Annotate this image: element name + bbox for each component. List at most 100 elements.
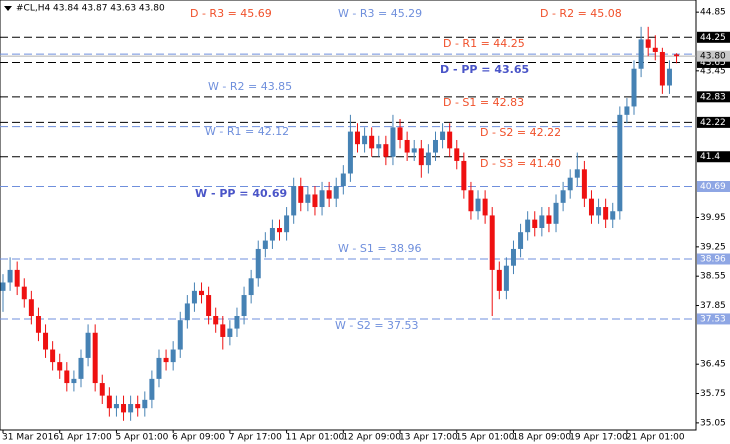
candle-body xyxy=(355,131,360,145)
level-label: D - R1 = 44.25 xyxy=(443,37,525,50)
level-tag-label: 43.65 xyxy=(700,58,726,68)
candle-body xyxy=(532,219,538,228)
chart-title: #CL,H4 43.84 43.87 43.63 43.80 xyxy=(16,4,165,14)
candle-body xyxy=(674,54,680,57)
candle-body xyxy=(199,290,205,296)
candle-body xyxy=(149,378,155,400)
candle-body xyxy=(588,198,594,216)
candle-body xyxy=(482,198,488,216)
candle-body xyxy=(92,332,98,384)
candle-body xyxy=(447,131,453,149)
candle-body xyxy=(454,148,460,161)
candle-body xyxy=(78,357,84,379)
level-label: D - S1 = 42.83 xyxy=(443,96,524,109)
candle-body xyxy=(411,148,417,153)
x-tick-label: 5 Apr 01:00 xyxy=(115,433,168,443)
level-tag-label: 37.53 xyxy=(700,314,726,324)
candle-body xyxy=(362,135,368,145)
candle-body xyxy=(397,127,403,140)
level-label: D - R3 = 45.69 xyxy=(190,7,272,20)
candle-body xyxy=(213,316,219,325)
candle-body xyxy=(184,303,190,321)
candle-body xyxy=(539,215,545,228)
candle-body xyxy=(376,144,382,149)
candle-body xyxy=(128,404,134,413)
y-tick-label: 43.45 xyxy=(700,66,726,76)
level-tag xyxy=(697,151,730,163)
candle-body xyxy=(432,139,438,153)
candle-body xyxy=(99,383,105,396)
candle-body xyxy=(106,395,112,409)
y-tick-label: 35.75 xyxy=(700,389,726,399)
x-tick-label: 12 Apr 09:00 xyxy=(342,433,401,443)
level-tag xyxy=(697,91,730,103)
candle-body xyxy=(142,399,148,409)
candle-body xyxy=(0,282,6,291)
candle-body xyxy=(163,357,169,363)
candle-body xyxy=(546,215,552,224)
candle-body xyxy=(85,332,91,358)
level-tag-label: 42.22 xyxy=(700,118,726,128)
candle-body xyxy=(425,152,431,166)
candle-body xyxy=(596,207,602,216)
x-tick-label: 7 Apr 17:00 xyxy=(229,433,282,443)
level-label: W - R2 = 43.85 xyxy=(208,80,292,93)
candle-body xyxy=(659,51,665,86)
candle-body xyxy=(581,169,587,199)
y-tick-label: 39.95 xyxy=(700,213,726,223)
last-price-label: 43.80 xyxy=(700,52,726,62)
level-tag-label: 41.4 xyxy=(700,152,720,162)
candle-body xyxy=(518,232,524,249)
candle-body xyxy=(610,211,616,220)
candle-body xyxy=(574,169,580,178)
level-label: W - S1 = 38.96 xyxy=(338,242,422,255)
menu-triangle xyxy=(4,6,12,11)
candle-body xyxy=(220,324,226,337)
candle-body xyxy=(340,173,346,187)
level-tag-label: 40.69 xyxy=(700,182,726,192)
level-tag-label: 38.96 xyxy=(700,255,726,265)
y-tick-label: 37.85 xyxy=(700,301,726,311)
x-tick-label: 21 Apr 01:00 xyxy=(626,433,685,443)
candle-body xyxy=(333,186,339,199)
candle-body xyxy=(567,177,573,191)
candle-body xyxy=(170,349,176,363)
level-label: D - S2 = 42.22 xyxy=(480,126,561,139)
candle-body xyxy=(35,316,41,333)
candle-body xyxy=(227,328,233,337)
candle-body xyxy=(50,349,56,363)
candle-body xyxy=(262,240,268,249)
candle-body xyxy=(28,299,34,317)
candle-body xyxy=(234,316,240,329)
candle-body xyxy=(135,404,141,409)
candle-body xyxy=(461,160,467,191)
candle-body xyxy=(418,148,424,166)
x-tick-label: 13 Apr 17:00 xyxy=(399,433,458,443)
level-label: W - PP = 40.69 xyxy=(195,187,287,200)
level-label: W - S2 = 37.53 xyxy=(335,319,419,332)
candle-body xyxy=(241,295,247,317)
level-label: W - R1 = 42.12 xyxy=(205,125,289,138)
candle-body xyxy=(7,269,13,283)
candle-body xyxy=(666,68,672,86)
candle-body xyxy=(404,139,410,153)
y-tick-label: 39.25 xyxy=(700,242,726,252)
candle-body xyxy=(206,295,212,317)
level-label: D - S3 = 41.40 xyxy=(480,157,561,170)
y-tick-label: 36.45 xyxy=(700,360,726,370)
candle-body xyxy=(369,135,375,149)
candle-body xyxy=(64,370,70,384)
candle-body xyxy=(617,114,623,212)
x-tick-label: 11 Apr 01:00 xyxy=(286,433,345,443)
candle-body xyxy=(156,357,162,379)
level-tag-label: 42.83 xyxy=(700,92,726,102)
candle-body xyxy=(440,131,446,140)
candles xyxy=(0,26,680,421)
candle-body xyxy=(645,39,651,48)
level-tag xyxy=(697,313,730,325)
candle-body xyxy=(43,332,49,350)
candle-body xyxy=(113,404,119,409)
candle-body xyxy=(553,202,559,224)
candle-body xyxy=(14,269,20,287)
